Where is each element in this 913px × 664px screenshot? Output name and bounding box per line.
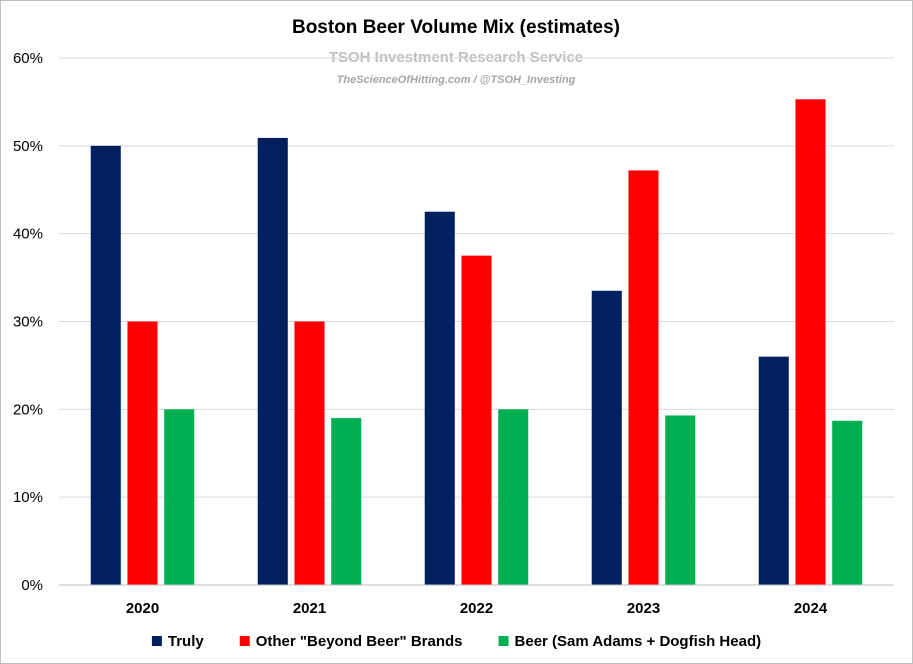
chart-subtitle-credit: TheScienceOfHitting.com / @TSOH_Investin…: [337, 74, 576, 86]
bar: [665, 415, 696, 585]
bar: [591, 290, 622, 585]
x-tick-label: 2023: [627, 600, 660, 617]
x-tick-label: 2022: [460, 600, 493, 617]
legend-swatch: [498, 636, 509, 646]
legend-label: Truly: [168, 633, 205, 650]
chart-title: Boston Beer Volume Mix (estimates): [292, 17, 620, 38]
bar: [498, 409, 529, 585]
y-tick-label: 10%: [13, 489, 43, 506]
bar: [795, 99, 826, 585]
legend-swatch: [151, 636, 162, 646]
legend-label: Other "Beyond Beer" Brands: [256, 633, 463, 650]
bar: [331, 418, 362, 585]
y-axis-ticks: 0% 10% 20% 30% 40% 50% 60%: [13, 50, 43, 594]
legend-label: Beer (Sam Adams + Dogfish Head): [515, 633, 762, 650]
bar: [758, 356, 789, 585]
legend: Truly Other "Beyond Beer" Brands Beer (Sam…: [151, 633, 762, 650]
y-tick-label: 50%: [13, 138, 43, 155]
y-tick-label: 30%: [13, 314, 43, 331]
bar: [628, 170, 659, 585]
y-tick-label: 0%: [21, 577, 43, 594]
bar: [294, 321, 325, 585]
bar: [127, 321, 158, 585]
y-tick-label: 20%: [13, 401, 43, 418]
x-tick-label: 2024: [794, 600, 828, 617]
bar: [90, 145, 121, 586]
legend-swatch: [239, 636, 250, 646]
x-tick-label: 2020: [126, 600, 159, 617]
bar: [461, 255, 492, 585]
y-tick-label: 60%: [13, 50, 43, 67]
x-axis-ticks: 2020 2021 2022 2023 2024: [126, 600, 828, 617]
bars: [90, 99, 863, 586]
x-tick-label: 2021: [293, 600, 326, 617]
bar: [257, 137, 288, 585]
y-tick-label: 40%: [13, 226, 43, 243]
bar: [424, 211, 455, 586]
bar: [164, 409, 195, 585]
bar: [832, 420, 863, 585]
